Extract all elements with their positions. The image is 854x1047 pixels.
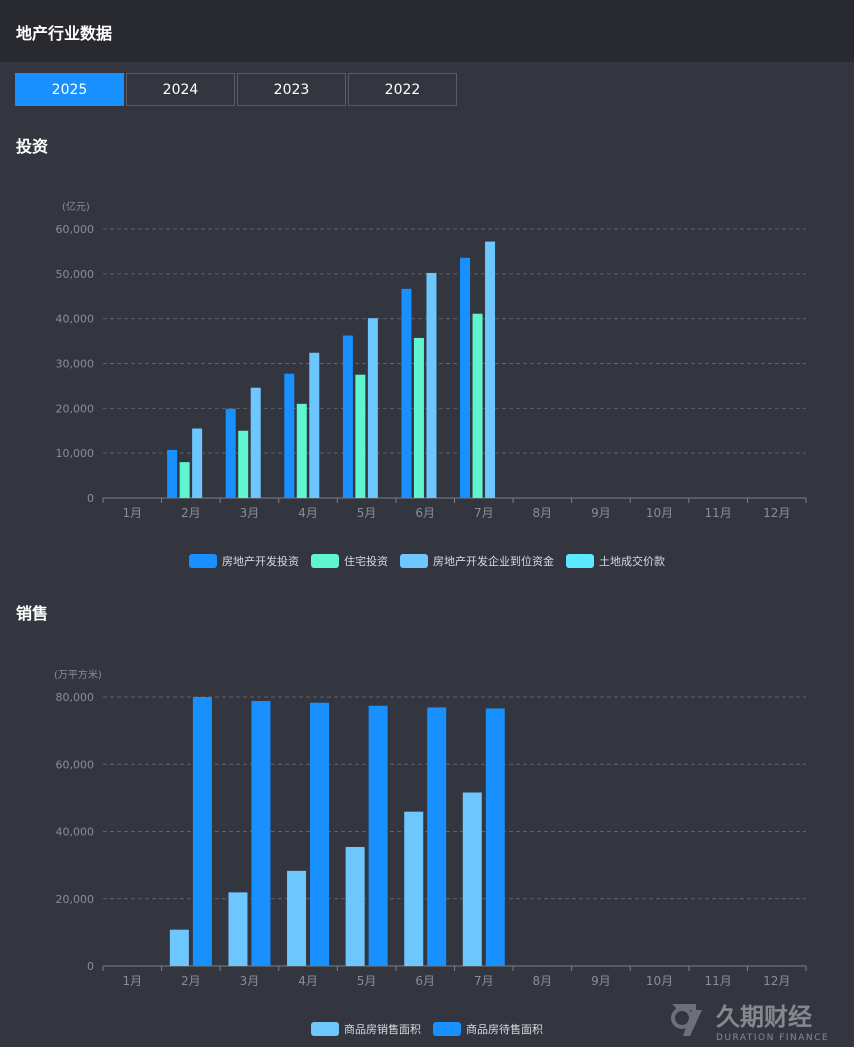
year-tabs: 2025 2024 2023 2022 bbox=[15, 73, 459, 106]
bar bbox=[462, 792, 482, 966]
x-tick-label: 9月 bbox=[591, 506, 611, 520]
y-tick-label: 30,000 bbox=[56, 358, 95, 371]
logo-icon bbox=[671, 1004, 702, 1036]
x-tick-label: 4月 bbox=[298, 506, 318, 520]
tab-2025[interactable]: 2025 bbox=[15, 73, 124, 106]
bar bbox=[192, 697, 212, 966]
bar bbox=[238, 430, 249, 498]
y-tick-label: 60,000 bbox=[56, 758, 95, 771]
y-tick-label: 20,000 bbox=[56, 402, 95, 415]
tab-2024[interactable]: 2024 bbox=[126, 73, 235, 106]
x-tick-label: 6月 bbox=[415, 974, 435, 988]
legend-swatch bbox=[189, 554, 218, 568]
x-tick-label: 4月 bbox=[298, 974, 318, 988]
y-tick-label: 50,000 bbox=[56, 268, 95, 281]
x-tick-label: 7月 bbox=[474, 974, 494, 988]
bar bbox=[345, 846, 365, 966]
header-bar: 地产行业数据 bbox=[0, 0, 854, 62]
x-tick-label: 12月 bbox=[763, 506, 790, 520]
bar bbox=[426, 272, 437, 498]
legend-swatch bbox=[565, 554, 594, 568]
bar bbox=[225, 408, 236, 498]
tab-2023[interactable]: 2023 bbox=[237, 73, 346, 106]
y-axis-unit: (万平方米) bbox=[54, 668, 102, 681]
x-tick-label: 10月 bbox=[646, 974, 673, 988]
x-tick-label: 3月 bbox=[240, 506, 260, 520]
bar bbox=[228, 892, 248, 966]
y-tick-label: 0 bbox=[87, 492, 94, 505]
x-tick-label: 11月 bbox=[704, 506, 731, 520]
x-tick-label: 8月 bbox=[533, 506, 553, 520]
sales-section-title: 销售 bbox=[16, 604, 49, 623]
logo-subtitle: DURATION FINANCE bbox=[716, 1033, 829, 1043]
x-tick-label: 7月 bbox=[474, 506, 494, 520]
x-tick-label: 9月 bbox=[591, 974, 611, 988]
bar bbox=[284, 373, 295, 498]
bar bbox=[287, 870, 307, 966]
legend-swatch bbox=[433, 1022, 461, 1036]
bar bbox=[472, 313, 483, 498]
logo-name: 久期财经 bbox=[716, 1003, 812, 1031]
x-tick-label: 6月 bbox=[415, 506, 435, 520]
bar bbox=[401, 288, 412, 498]
tab-2022[interactable]: 2022 bbox=[348, 73, 457, 106]
x-tick-label: 8月 bbox=[533, 974, 553, 988]
legend-label: 商品房待售面积 bbox=[466, 1022, 543, 1036]
y-tick-label: 0 bbox=[87, 960, 94, 973]
bar bbox=[167, 449, 178, 498]
bar bbox=[460, 257, 471, 498]
bar bbox=[485, 241, 496, 498]
y-tick-label: 20,000 bbox=[56, 893, 95, 906]
x-tick-label: 2月 bbox=[181, 974, 201, 988]
legend-label: 房地产开发投资 bbox=[222, 554, 299, 568]
bar bbox=[192, 428, 203, 498]
x-tick-label: 11月 bbox=[704, 974, 731, 988]
bar bbox=[368, 705, 388, 966]
sales-chart: (万平方米) 0 20,000 40,000 60,000 80,000 1月 2月 3月 4月 5… bbox=[54, 668, 807, 1036]
y-tick-label: 60,000 bbox=[56, 223, 95, 236]
y-tick-label: 80,000 bbox=[56, 691, 95, 704]
x-tick-label: 5月 bbox=[357, 506, 377, 520]
bar bbox=[404, 811, 424, 966]
legend-swatch bbox=[400, 554, 429, 568]
bar bbox=[169, 929, 189, 966]
legend-label: 房地产开发企业到位资金 bbox=[433, 554, 554, 568]
legend-label: 土地成交价款 bbox=[599, 554, 665, 568]
page-title: 地产行业数据 bbox=[16, 24, 113, 43]
y-tick-label: 40,000 bbox=[56, 826, 95, 839]
x-tick-label: 1月 bbox=[122, 974, 142, 988]
bar bbox=[309, 352, 320, 498]
investment-section-title: 投资 bbox=[16, 137, 49, 156]
bar bbox=[413, 337, 424, 498]
legend-swatch bbox=[311, 1022, 340, 1036]
legend-label: 商品房销售面积 bbox=[344, 1022, 421, 1036]
bar bbox=[251, 701, 271, 966]
duration-finance-logo: 久期财经 DURATION FINANCE bbox=[671, 1003, 829, 1043]
bar bbox=[250, 387, 261, 498]
x-tick-label: 1月 bbox=[122, 506, 142, 520]
bar bbox=[342, 335, 353, 498]
bar bbox=[179, 462, 190, 498]
x-tick-label: 3月 bbox=[240, 974, 260, 988]
bar bbox=[485, 708, 505, 966]
bar bbox=[367, 318, 378, 498]
y-tick-label: 40,000 bbox=[56, 313, 95, 326]
bar bbox=[427, 707, 447, 966]
x-tick-label: 12月 bbox=[763, 974, 790, 988]
bar bbox=[310, 702, 330, 966]
x-tick-label: 5月 bbox=[357, 974, 377, 988]
x-tick-label: 10月 bbox=[646, 506, 673, 520]
y-axis-unit: (亿元) bbox=[62, 200, 90, 213]
investment-chart: (亿元) 0 10,000 20,000 30,000 40,000 50,000 60,00… bbox=[56, 200, 807, 568]
bar bbox=[296, 403, 307, 498]
legend-label: 住宅投资 bbox=[344, 554, 388, 568]
y-tick-label: 10,000 bbox=[56, 447, 95, 460]
x-tick-label: 2月 bbox=[181, 506, 201, 520]
bar bbox=[355, 374, 366, 498]
legend-swatch bbox=[311, 554, 340, 568]
